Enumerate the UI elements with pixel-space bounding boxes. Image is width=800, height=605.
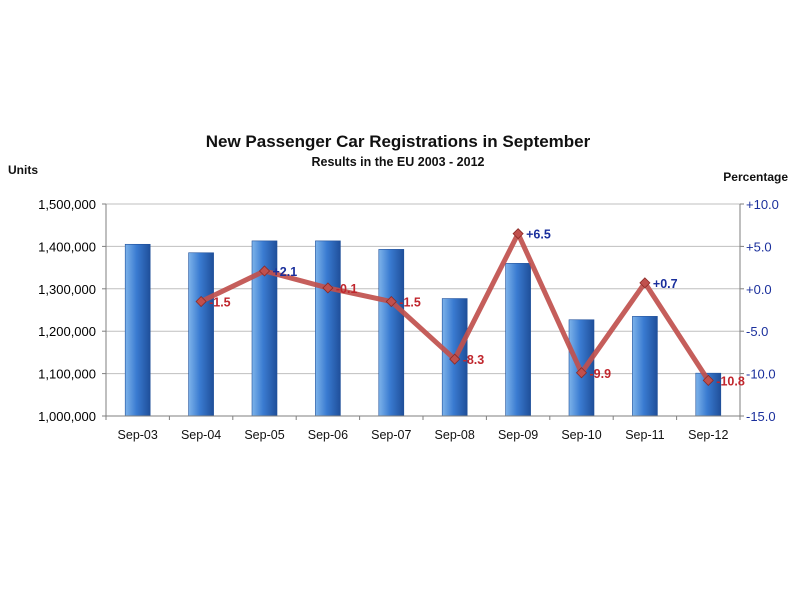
x-tick-label: Sep-12: [688, 428, 728, 442]
right-tick-label: +10.0: [746, 197, 779, 212]
x-tick-label: Sep-03: [118, 428, 158, 442]
left-tick-label: 1,300,000: [38, 282, 96, 297]
line-data-label: +6.5: [526, 228, 551, 242]
right-tick-label: +0.0: [746, 282, 772, 297]
x-tick-label: Sep-05: [244, 428, 284, 442]
x-tick-label: Sep-04: [181, 428, 221, 442]
line-data-label: -1.5: [209, 296, 231, 310]
bar: [125, 244, 150, 416]
chart-subtitle: Results in the EU 2003 - 2012: [312, 155, 485, 169]
x-tick-label: Sep-06: [308, 428, 348, 442]
line-data-label: -9.9: [590, 367, 612, 381]
line-data-label: -1.5: [399, 296, 421, 310]
right-tick-label: -5.0: [746, 324, 768, 339]
bar: [506, 263, 531, 416]
line-data-label: -0.1: [336, 282, 358, 296]
bar: [379, 249, 404, 416]
line-data-label: -10.8: [716, 374, 745, 388]
right-tick-label: -15.0: [746, 409, 776, 424]
x-tick-label: Sep-07: [371, 428, 411, 442]
bar: [632, 316, 657, 416]
left-tick-label: 1,000,000: [38, 409, 96, 424]
line-data-label: +0.7: [653, 277, 678, 291]
x-tick-label: Sep-08: [435, 428, 475, 442]
x-tick-label: Sep-09: [498, 428, 538, 442]
right-axis-title: Percentage: [723, 170, 788, 184]
bar: [189, 253, 214, 416]
x-tick-label: Sep-11: [625, 428, 664, 442]
line-data-label: -8.3: [463, 353, 485, 367]
left-axis-title: Units: [8, 163, 38, 177]
line-data-label: +2.1: [273, 265, 298, 279]
left-tick-label: 1,200,000: [38, 324, 96, 339]
x-tick-label: Sep-10: [561, 428, 601, 442]
bar: [315, 241, 340, 416]
chart-title: New Passenger Car Registrations in Septe…: [206, 132, 591, 151]
right-tick-label: -10.0: [746, 367, 776, 382]
left-tick-label: 1,100,000: [38, 367, 96, 382]
data-labels: -1.5 +2.1 -0.1 -1.5 -8.3 +6.5 -9.9 +0.7 -10.8: [209, 228, 745, 389]
right-tick-label: +5.0: [746, 239, 772, 254]
left-tick-label: 1,500,000: [38, 197, 96, 212]
left-tick-label: 1,400,000: [38, 239, 96, 254]
